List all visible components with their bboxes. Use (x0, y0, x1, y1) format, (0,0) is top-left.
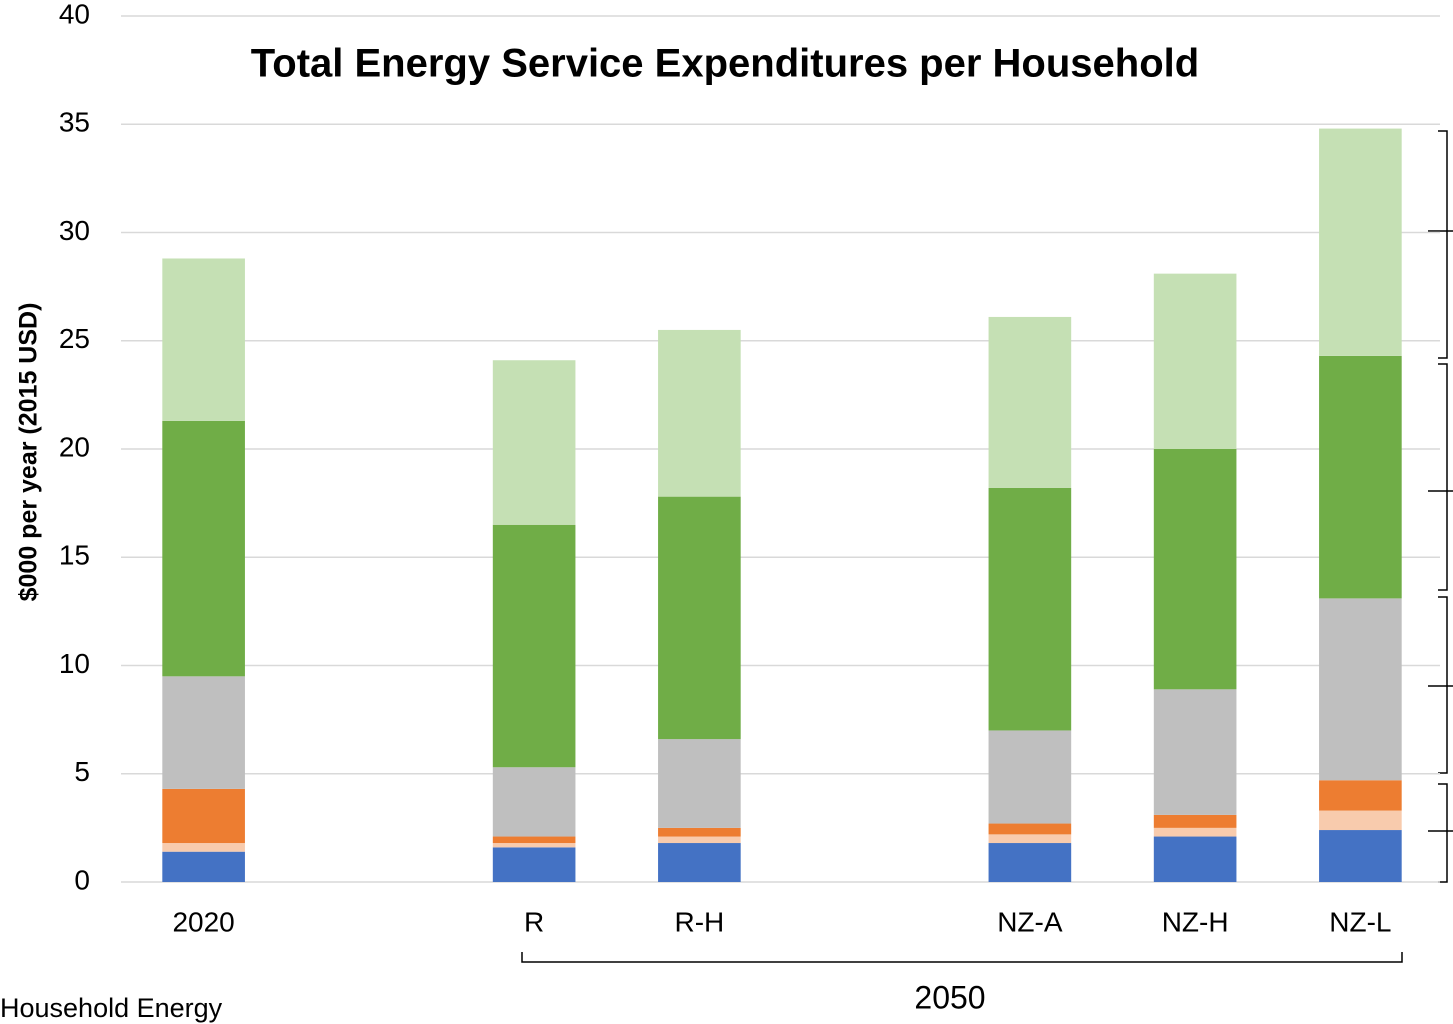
bar-segment (1319, 810, 1402, 831)
bar-segment (162, 788, 245, 844)
y-tick-label: 30 (59, 215, 90, 246)
x-tick-label: NZ-H (1162, 906, 1229, 937)
bar-segment (1319, 128, 1402, 356)
bar-segment (492, 836, 576, 844)
bar-segment (162, 851, 245, 882)
bar-segment (988, 843, 1072, 882)
x-tick-label: R-H (674, 906, 724, 937)
bar-segment (1153, 836, 1237, 882)
y-tick-label: 10 (59, 648, 90, 679)
x-tick-label: R (524, 906, 544, 937)
bar-segment (658, 827, 741, 837)
y-axis-label: $000 per year (2015 USD) (15, 303, 43, 602)
bar-segment (988, 834, 1072, 844)
bar-segment (162, 420, 245, 677)
bar-segment (1153, 827, 1237, 837)
bar-segment (658, 843, 741, 882)
bar-segment (1319, 355, 1402, 599)
y-tick-label: 0 (74, 864, 90, 895)
bar-segment (162, 676, 245, 789)
bar-segment (1153, 689, 1237, 815)
bar-segment (1319, 780, 1402, 811)
bar-segment (658, 739, 741, 828)
bar-segment (1319, 830, 1402, 882)
bar-segment (162, 843, 245, 852)
bar-segment (988, 316, 1072, 488)
bar-segment (162, 258, 245, 421)
side-brackets (1428, 130, 1453, 883)
bar-segment (492, 847, 576, 882)
bar-segment (492, 360, 576, 525)
bar-segment (1153, 449, 1237, 690)
group-label: 2050 (914, 979, 985, 1015)
bar-segment (988, 487, 1072, 731)
bar-segment (658, 836, 741, 844)
bar-segment (658, 329, 741, 497)
x-tick-label: 2020 (172, 906, 234, 937)
bar-segment (1153, 273, 1237, 449)
y-tick-label: 20 (59, 431, 90, 462)
bar-segment (492, 767, 576, 837)
y-tick-label: 25 (59, 323, 90, 354)
bar-segment (492, 843, 576, 848)
y-tick-label: 35 (59, 107, 90, 138)
y-tick-label: 15 (59, 540, 90, 571)
bar-segment (988, 730, 1072, 824)
group-bracket (521, 952, 1403, 963)
y-tick-label: 40 (59, 0, 90, 29)
bar-segment (988, 823, 1072, 835)
x-tick-label: NZ-L (1329, 906, 1391, 937)
bar-segment (1153, 814, 1237, 828)
bar-segment (1319, 598, 1402, 781)
footnote: Household Energy (0, 993, 223, 1023)
x-tick-label: NZ-A (997, 906, 1063, 937)
y-tick-label: 5 (74, 756, 90, 787)
bar-segment (658, 496, 741, 740)
chart-title: Total Energy Service Expenditures per Ho… (251, 42, 1199, 86)
bar-segment (492, 524, 576, 768)
